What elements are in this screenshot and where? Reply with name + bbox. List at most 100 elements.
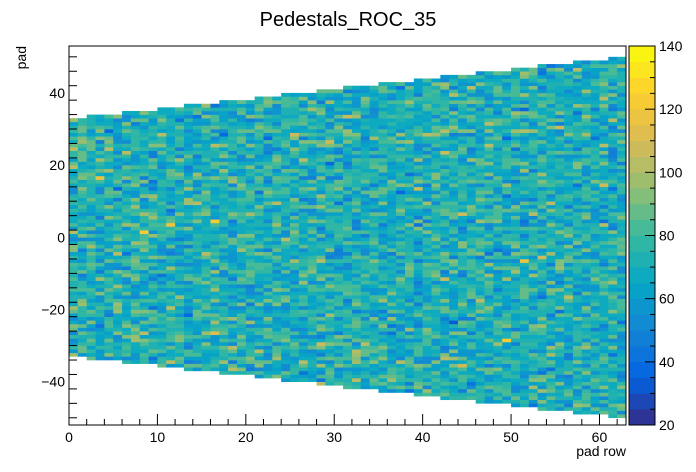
heatmap-cell <box>236 298 247 303</box>
heatmap-cell <box>139 352 149 357</box>
heatmap-cell <box>166 284 176 289</box>
heatmap-cell <box>431 323 441 328</box>
heatmap-cell <box>599 370 609 375</box>
heatmap-cell <box>484 110 494 115</box>
heatmap-cell <box>183 103 194 108</box>
heatmap-cell <box>245 363 255 368</box>
heatmap-cell <box>413 284 423 289</box>
heatmap-cell <box>113 331 123 336</box>
heatmap-cell <box>581 74 591 79</box>
heatmap-cell <box>475 172 485 177</box>
heatmap-cell <box>422 208 432 213</box>
heatmap-cell <box>590 266 600 271</box>
heatmap-cell <box>519 103 530 108</box>
heatmap-cell <box>130 172 141 177</box>
heatmap-cell <box>431 215 441 220</box>
heatmap-cell <box>307 219 317 224</box>
heatmap-cell <box>475 374 485 379</box>
heatmap-cell <box>502 244 512 249</box>
heatmap-cell <box>484 197 494 202</box>
heatmap-cell <box>511 341 521 346</box>
heatmap-cell <box>590 165 600 170</box>
heatmap-cell <box>316 277 326 281</box>
heatmap-cell <box>69 349 79 354</box>
heatmap-cell <box>360 287 370 292</box>
heatmap-cell <box>413 388 423 393</box>
heatmap-cell <box>546 338 556 343</box>
heatmap-cell <box>166 269 176 274</box>
heatmap-cell <box>290 197 300 202</box>
heatmap-cell <box>413 237 423 242</box>
heatmap-cell <box>555 129 565 133</box>
heatmap-cell <box>343 352 353 357</box>
heatmap-cell <box>422 349 432 354</box>
heatmap-cell <box>493 370 503 375</box>
heatmap-cell <box>590 82 600 87</box>
heatmap-cell <box>519 78 530 83</box>
heatmap-cell <box>378 190 388 195</box>
heatmap-cell <box>272 193 282 198</box>
heatmap-cell <box>404 89 415 94</box>
heatmap-cell <box>104 179 114 184</box>
heatmap-cell <box>546 103 556 108</box>
heatmap-cell <box>104 154 114 159</box>
heatmap-cell <box>511 338 521 343</box>
heatmap-cell <box>590 244 600 249</box>
heatmap-cell <box>272 129 282 133</box>
heatmap-cell <box>511 399 521 404</box>
heatmap-cell <box>130 147 141 151</box>
heatmap-cell <box>581 219 591 224</box>
heatmap-cell <box>431 118 441 123</box>
heatmap-cell <box>431 313 441 318</box>
heatmap-cell <box>307 305 317 310</box>
heatmap-cell <box>351 190 362 195</box>
heatmap-cell <box>564 172 574 177</box>
heatmap-cell <box>290 280 300 285</box>
heatmap-cell <box>493 287 503 292</box>
heatmap-cell <box>422 157 432 162</box>
heatmap-cell <box>413 161 423 166</box>
heatmap-cell <box>219 334 229 339</box>
heatmap-cell <box>148 139 158 144</box>
heatmap-cell <box>113 222 123 227</box>
heatmap-cell <box>413 258 423 263</box>
heatmap-cell <box>236 323 247 328</box>
heatmap-cell <box>537 107 547 112</box>
heatmap-cell <box>564 212 574 216</box>
heatmap-cell <box>519 233 530 238</box>
heatmap-cell <box>387 118 397 123</box>
heatmap-cell <box>254 363 264 368</box>
heatmap-cell <box>581 298 591 303</box>
heatmap-cell <box>122 323 132 328</box>
heatmap-cell <box>281 197 291 202</box>
heatmap-cell <box>334 320 344 325</box>
heatmap-cell <box>104 341 114 346</box>
heatmap-cell <box>590 356 600 361</box>
heatmap-cell <box>466 240 476 245</box>
heatmap-cell <box>86 258 96 263</box>
heatmap-cell <box>387 219 397 224</box>
heatmap-cell <box>466 201 476 206</box>
heatmap-cell <box>537 313 547 318</box>
heatmap-cell <box>113 204 123 209</box>
heatmap-cell <box>263 161 273 166</box>
heatmap-cell <box>413 219 423 224</box>
heatmap-cell <box>484 143 494 148</box>
heatmap-cell <box>95 154 105 159</box>
heatmap-cell <box>245 201 255 206</box>
heatmap-cell <box>564 331 574 336</box>
heatmap-cell <box>475 103 485 108</box>
heatmap-cell <box>236 313 247 318</box>
heatmap-cell <box>316 305 326 310</box>
heatmap-cell <box>396 110 406 115</box>
heatmap-cell <box>404 385 415 390</box>
heatmap-cell <box>564 363 574 368</box>
heatmap-cell <box>254 129 264 133</box>
heatmap-cell <box>360 302 370 307</box>
heatmap-cell <box>572 277 583 281</box>
heatmap-cell <box>378 222 388 227</box>
heatmap-cell <box>290 345 300 350</box>
heatmap-cell <box>148 284 158 289</box>
heatmap-cell <box>537 295 547 299</box>
heatmap-cell <box>590 175 600 180</box>
